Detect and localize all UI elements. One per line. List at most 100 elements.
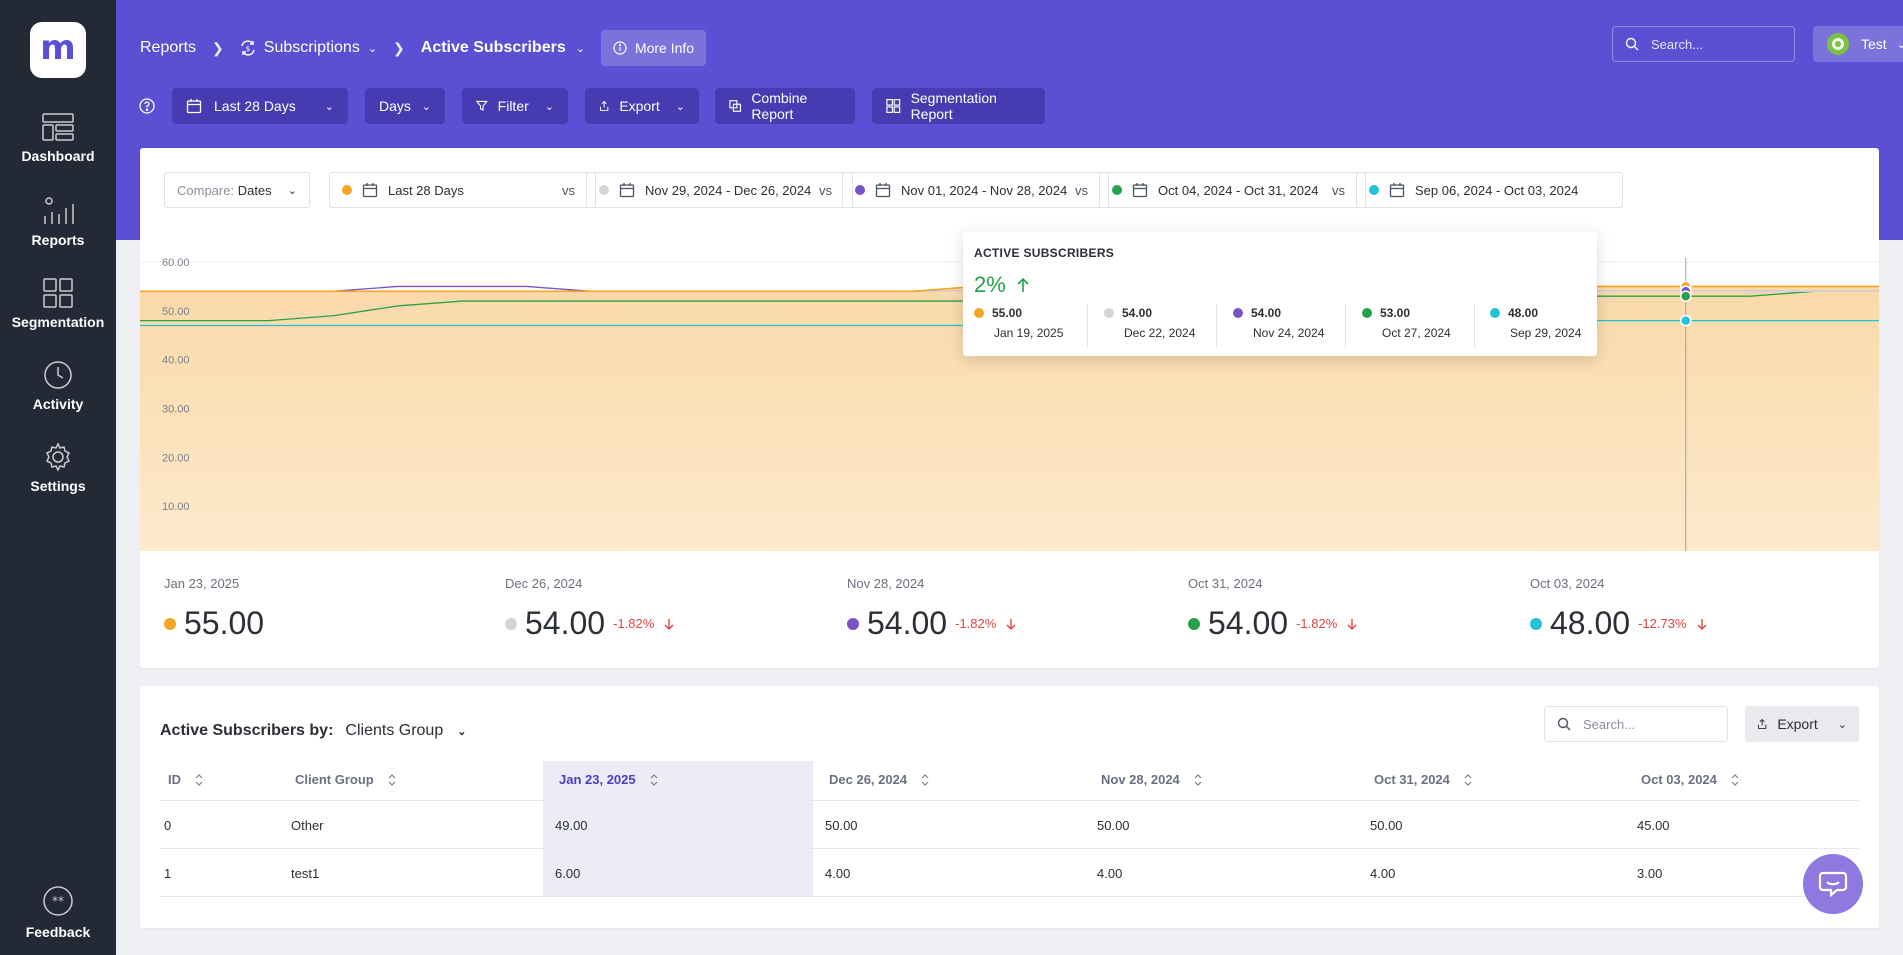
segmentation-report-button[interactable]: Segmentation Report — [872, 88, 1045, 124]
dashboard-icon — [42, 113, 74, 141]
y-tick-label: 60.00 — [162, 257, 190, 269]
sidebar-item-dashboard[interactable]: Dashboard — [0, 112, 116, 164]
tooltip-item-value-row: 53.00 — [1362, 306, 1451, 320]
summary-change-value: -1.82% — [613, 616, 655, 631]
more-info-button[interactable]: More Info — [600, 30, 707, 66]
series-color-dot — [1112, 185, 1122, 195]
tooltip-item-value: 53.00 — [1380, 306, 1411, 320]
summary-value: 54.00 — [525, 605, 606, 641]
column-header[interactable]: Client Group — [295, 772, 396, 787]
tooltip-item-value-row: 54.00 — [1104, 306, 1195, 320]
arrow-down-icon — [1006, 618, 1016, 630]
export-icon — [599, 100, 609, 111]
chevron-down-icon: ⌄ — [421, 100, 431, 113]
chat-icon — [1818, 871, 1848, 898]
chat-button[interactable] — [1803, 854, 1863, 914]
export-label: Export — [619, 98, 660, 114]
chevron-right-icon: ❯ — [212, 39, 224, 56]
sort-icon — [921, 773, 929, 786]
table-cell: 45.00 — [1637, 818, 1670, 833]
sidebar-item-settings[interactable]: Settings — [0, 442, 116, 494]
reports-icon — [44, 197, 74, 224]
vs-label: vs — [1075, 183, 1088, 198]
compare-label: Compare: — [177, 182, 235, 198]
column-header[interactable]: Oct 31, 2024 — [1374, 772, 1472, 787]
group-by-select[interactable]: Clients Group ⌄ — [345, 722, 466, 740]
sidebar-item-activity[interactable]: Activity — [0, 360, 116, 412]
column-header-label: Nov 28, 2024 — [1101, 772, 1180, 787]
breadcrumb: Reports ❯ $ Subscriptions ⌄ ❯ Active Sub… — [140, 30, 707, 66]
series-color-dot — [1233, 308, 1243, 318]
export-icon — [1757, 718, 1767, 729]
table-cell: 0 — [164, 818, 172, 833]
column-header[interactable]: Jan 23, 2025 — [559, 772, 658, 787]
segmentation-icon — [43, 278, 73, 308]
breadcrumb-subscriptions[interactable]: $ Subscriptions ⌄ — [240, 39, 377, 57]
filter-button[interactable]: Filter ⌄ — [462, 88, 568, 124]
summary-value: 48.00 — [1550, 605, 1631, 641]
breadcrumb-active-subscribers[interactable]: Active Subscribers ⌄ — [421, 39, 585, 57]
calendar-icon — [1132, 182, 1148, 198]
table-title: Active Subscribers by: Clients Group ⌄ — [160, 722, 466, 740]
combine-report-button[interactable]: Combine Report — [715, 88, 855, 124]
breadcrumb-reports[interactable]: Reports — [140, 39, 197, 56]
sidebar-item-segmentation[interactable]: Segmentation — [0, 278, 116, 330]
feedback-button[interactable]: ** Feedback — [0, 884, 116, 940]
date-range-label: Last 28 Days — [214, 98, 296, 114]
series-color-dot — [1362, 308, 1372, 318]
granularity-label: Days — [379, 98, 411, 114]
compare-range-1[interactable]: Nov 29, 2024 - Dec 26, 2024 — [586, 172, 853, 208]
sort-icon — [195, 773, 203, 786]
tooltip-divider — [1216, 304, 1217, 348]
divider — [160, 848, 1859, 849]
account-switcher[interactable]: Test ⌄ — [1813, 26, 1903, 62]
tooltip-item: 55.00 Jan 19, 2025 — [974, 306, 1063, 344]
combine-icon — [729, 100, 742, 112]
y-tick-label: 40.00 — [162, 355, 190, 367]
export-button[interactable]: Export ⌄ — [585, 88, 699, 124]
search-icon — [1557, 717, 1571, 731]
sort-icon — [1731, 773, 1739, 786]
table-search-input[interactable]: Search... — [1544, 706, 1728, 742]
date-range-button[interactable]: Last 28 Days ⌄ — [172, 88, 348, 124]
compare-mode-select[interactable]: Compare: Dates ⌄ — [164, 172, 310, 208]
chevron-down-icon: ⌄ — [457, 725, 467, 738]
help-icon[interactable] — [139, 98, 155, 119]
column-header[interactable]: ID — [168, 772, 203, 787]
table-cell: 1 — [164, 866, 172, 881]
summary-value-row: 54.00 -1.82% — [505, 605, 674, 642]
summary-value: 54.00 — [1208, 605, 1289, 641]
app-logo[interactable]: m — [30, 22, 86, 78]
filter-icon — [476, 100, 488, 112]
granularity-button[interactable]: Days ⌄ — [365, 88, 445, 124]
sidebar-item-label: Dashboard — [21, 148, 95, 164]
y-tick-label: 10.00 — [162, 501, 190, 513]
summary-value-row: 54.00 -1.82% — [1188, 605, 1357, 642]
compare-range-3[interactable]: Oct 04, 2024 - Oct 31, 2024 — [1099, 172, 1366, 208]
compare-range-2[interactable]: Nov 01, 2024 - Nov 28, 2024 — [842, 172, 1109, 208]
tooltip-item: 54.00 Nov 24, 2024 — [1233, 306, 1324, 344]
column-header[interactable]: Oct 03, 2024 — [1641, 772, 1739, 787]
column-header[interactable]: Dec 26, 2024 — [829, 772, 929, 787]
header-search-input[interactable]: Search... — [1612, 26, 1795, 62]
sidebar-item-reports[interactable]: Reports — [0, 196, 116, 248]
table-export-button[interactable]: Export ⌄ — [1745, 706, 1859, 742]
summary-stat: Nov 28, 2024 54.00 -1.82% — [847, 576, 1016, 642]
summary-stat: Jan 23, 2025 55.00 — [164, 576, 264, 642]
compare-range-0[interactable]: Last 28 Days — [329, 172, 596, 208]
summary-date: Jan 23, 2025 — [164, 576, 240, 591]
tooltip-item-value-row: 48.00 — [1490, 306, 1581, 320]
tooltip-item-date: Dec 22, 2024 — [1124, 326, 1196, 340]
filter-label: Filter — [497, 98, 529, 114]
breadcrumb-label: Active Subscribers — [420, 39, 566, 56]
y-tick-label: 50.00 — [162, 306, 190, 318]
table-cell: test1 — [291, 866, 320, 881]
column-header-label: ID — [168, 772, 181, 787]
segmentation-report-label: Segmentation Report — [910, 90, 997, 122]
compare-range-4[interactable]: Sep 06, 2024 - Oct 03, 2024 — [1356, 172, 1623, 208]
summary-change: -1.82% — [1296, 616, 1357, 631]
table-cell: 4.00 — [1097, 866, 1123, 881]
column-header[interactable]: Nov 28, 2024 — [1101, 772, 1202, 787]
calendar-icon — [186, 99, 202, 114]
feedback-icon: ** — [43, 886, 73, 916]
